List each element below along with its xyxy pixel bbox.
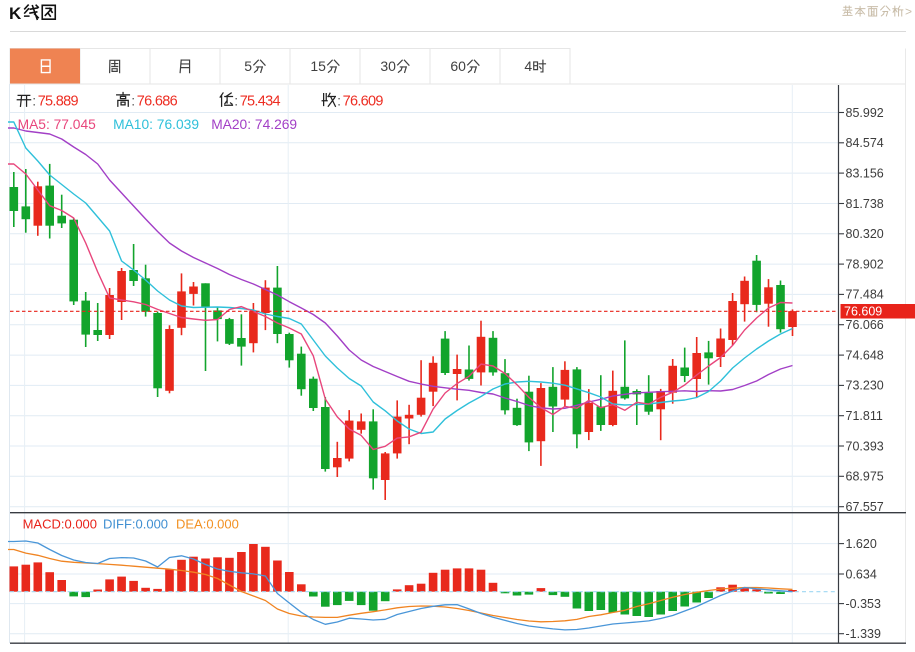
svg-text:DEA:0.000: DEA:0.000	[176, 517, 239, 532]
svg-text:DIFF:0.000: DIFF:0.000	[103, 517, 168, 532]
svg-text:4: 4	[524, 58, 532, 74]
svg-text:75.434: 75.434	[240, 94, 281, 110]
svg-text:76.609: 76.609	[844, 305, 882, 319]
svg-text:76.609: 76.609	[343, 94, 384, 110]
svg-text::: :	[131, 92, 135, 108]
svg-text:74.648: 74.648	[846, 348, 884, 362]
svg-text:76.686: 76.686	[137, 94, 178, 110]
svg-text:76.066: 76.066	[846, 318, 884, 332]
svg-text:0.634: 0.634	[846, 567, 877, 581]
svg-text:77.484: 77.484	[846, 288, 884, 302]
svg-text:81.738: 81.738	[846, 197, 884, 211]
svg-text:30: 30	[380, 58, 396, 74]
svg-text::: :	[337, 92, 341, 108]
svg-text:5: 5	[244, 58, 252, 74]
svg-text:67.557: 67.557	[846, 500, 884, 514]
svg-text:MA10: 76.039: MA10: 76.039	[113, 117, 199, 132]
svg-text:MACD:0.000: MACD:0.000	[23, 517, 97, 532]
svg-text::: :	[32, 92, 36, 108]
svg-text:70.393: 70.393	[846, 439, 884, 453]
svg-text:MA5: 77.045: MA5: 77.045	[18, 117, 97, 132]
svg-text:MA20: 74.269: MA20: 74.269	[211, 117, 297, 132]
svg-text:84.574: 84.574	[846, 136, 884, 150]
svg-text:78.902: 78.902	[846, 257, 884, 271]
svg-text:71.811: 71.811	[846, 409, 883, 423]
svg-text::: :	[234, 92, 238, 108]
svg-text:-0.353: -0.353	[846, 597, 881, 611]
svg-text:83.156: 83.156	[846, 166, 884, 180]
svg-text:75.889: 75.889	[38, 94, 79, 110]
svg-text:85.992: 85.992	[846, 106, 884, 120]
svg-text:15: 15	[310, 58, 326, 74]
svg-text:68.975: 68.975	[846, 470, 884, 484]
svg-text:73.230: 73.230	[846, 379, 884, 393]
svg-text:K: K	[9, 4, 22, 23]
svg-text:-1.339: -1.339	[846, 627, 881, 641]
svg-text:80.320: 80.320	[846, 227, 884, 241]
svg-text:60: 60	[450, 58, 466, 74]
svg-text:1.620: 1.620	[846, 537, 877, 551]
svg-text:>: >	[905, 5, 912, 19]
